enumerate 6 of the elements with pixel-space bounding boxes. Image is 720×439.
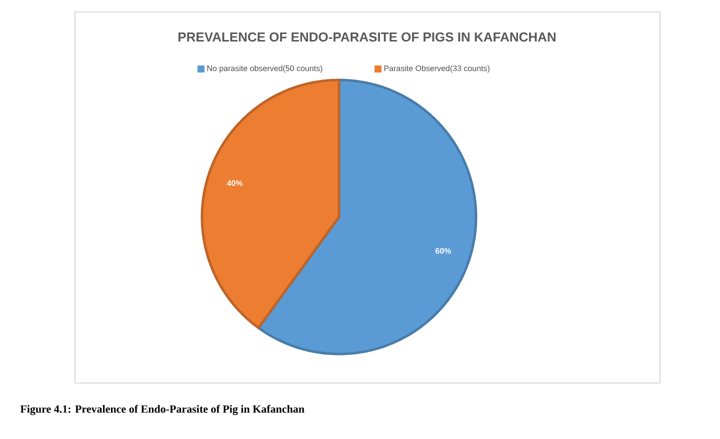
caption: Figure 4.1: Prevalence of Endo-Parasite of Pig in Kafanchan [20,404,304,416]
data-label: 60% [436,248,452,254]
legend-label: Parasite Observed(33 counts) [384,65,490,73]
legend-label: No parasite observed(50 counts) [207,65,322,73]
data-label: 40% [226,180,243,186]
chart-title: PREVALENCE OF ENDO-PARASITE OF PIGS IN KAFANCHAN [178,32,556,42]
